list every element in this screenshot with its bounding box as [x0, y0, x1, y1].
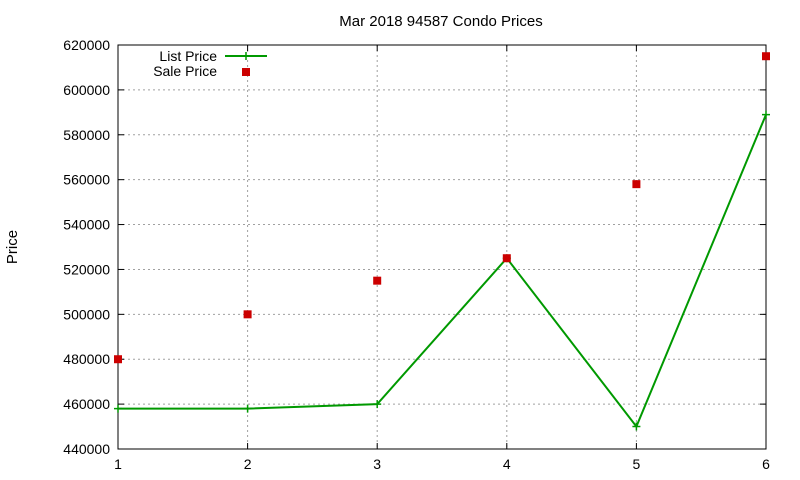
- list-price-point: [373, 400, 382, 409]
- x-tick-label: 4: [503, 456, 511, 472]
- grid: [118, 45, 766, 449]
- y-tick-label: 480000: [63, 351, 110, 367]
- x-tick-label: 3: [373, 456, 381, 472]
- y-tick-label: 440000: [63, 441, 110, 457]
- y-tick-label: 560000: [63, 172, 110, 188]
- legend-label-sale-price: Sale Price: [153, 63, 217, 79]
- sale-price-point: [114, 355, 122, 364]
- x-tick-label: 6: [762, 456, 770, 472]
- sale-price-point: [632, 180, 641, 189]
- y-axis-label: Price: [4, 230, 21, 264]
- legend-marker-sale-price: [242, 68, 250, 76]
- list-price-line: [118, 114, 767, 429]
- chart-title: Mar 2018 94587 Condo Prices: [339, 13, 542, 30]
- list-price-point: [114, 404, 122, 413]
- y-tick-label: 620000: [63, 37, 110, 53]
- x-tick-label: 5: [633, 456, 641, 472]
- y-tick-label: 580000: [63, 127, 110, 143]
- sale-price-point: [762, 52, 770, 61]
- legend-label-list-price: List Price: [159, 48, 217, 64]
- x-tick-label: 1: [114, 456, 122, 472]
- sale-price-point: [502, 254, 511, 263]
- y-tick-label: 500000: [63, 306, 110, 322]
- y-tick-label: 540000: [63, 217, 110, 233]
- list-price-point: [762, 110, 770, 119]
- series: [114, 52, 770, 431]
- list-price-point: [243, 404, 252, 413]
- list-price-point: [632, 422, 641, 431]
- legend: List Price Sale Price: [153, 48, 267, 79]
- y-tick-label: 600000: [63, 82, 110, 98]
- sale-price-point: [373, 276, 382, 285]
- sale-price-point: [243, 310, 252, 319]
- axis-ticks: 4400004600004800005000005200005400005600…: [63, 37, 770, 472]
- x-tick-label: 2: [244, 456, 252, 472]
- legend-marker-list-price: [242, 52, 250, 60]
- y-tick-label: 520000: [63, 261, 110, 277]
- y-tick-label: 460000: [63, 396, 110, 412]
- plot-frame: [117, 44, 767, 450]
